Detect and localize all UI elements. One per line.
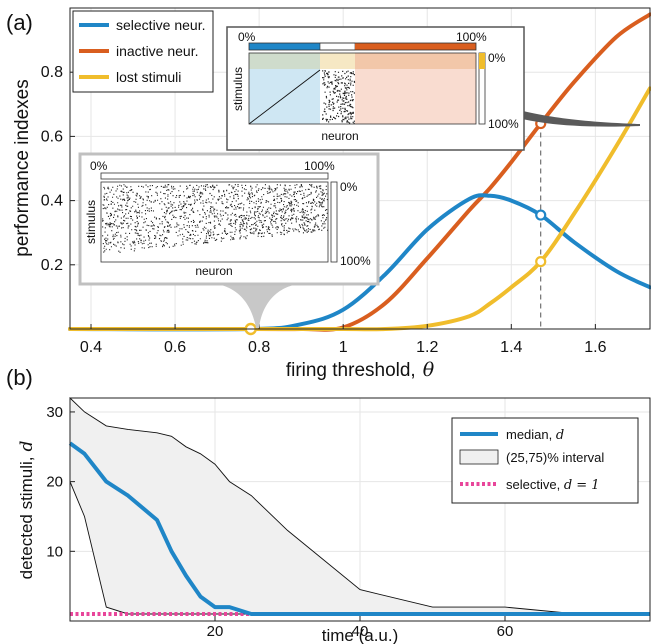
bottom-inset-side-top: 0% (340, 180, 358, 194)
top-inset-pct-start: 0% (238, 30, 256, 44)
panel-b-x-tick-label: 40 (352, 623, 369, 640)
legend-swatch-interval (459, 449, 499, 465)
top-inset-lost-bar (479, 53, 485, 69)
marker-selective (535, 209, 547, 221)
top-inset-inactive-bar (355, 43, 476, 50)
panel-a-legend: selective neur. inactive neur. lost stim… (72, 10, 214, 93)
panel-a-label: (a) (6, 10, 33, 35)
panel-a-y-tick-label: 0.2 (41, 257, 63, 274)
top-inset-dots (322, 70, 356, 124)
panel-a-x-axis-label: firing threshold, θ (286, 359, 435, 381)
panel-a-ticks: 0.4 0.6 0.8 1 1.2 1.4 1.6 0.2 0.4 0.6 0.8 (41, 64, 607, 356)
panel-a-x-tick-label: 1 (339, 339, 348, 356)
top-inset-selective-bar (249, 43, 320, 50)
legend-label-selective-dotted: selective, d = 1 (506, 477, 600, 493)
top-inset-ylabel: stimulus (231, 67, 245, 111)
panel-b-legend: median, d (25,75)% interval selective, d… (451, 417, 639, 504)
panel-b-y-axis-label: detected stimuli,d (17, 441, 37, 580)
legend-label-selective: selective neur. (116, 17, 206, 33)
legend-label-inactive: inactive neur. (116, 43, 199, 59)
top-inset-side-top: 0% (488, 51, 506, 65)
panel-b-y-tick-label: 10 (46, 543, 63, 560)
top-inset-pct-end: 100% (456, 30, 487, 44)
panel-b-ticks: 20 40 60 10 20 30 (46, 404, 513, 640)
panel-a-x-tick-label: 0.4 (80, 339, 102, 356)
bottom-inset-side-bar (330, 181, 338, 263)
panel-b-x-tick-label: 20 (207, 623, 224, 640)
panel-a-y-tick-label: 0.4 (41, 193, 63, 210)
panel-a-x-tick-label: 0.8 (248, 339, 270, 356)
bottom-inset: 0% 100% 0% 100% neuron stimulus (78, 152, 380, 286)
series-line-median (68, 441, 650, 616)
bottom-inset-callout (205, 283, 310, 328)
legend-label-lost: lost stimuli (116, 69, 181, 85)
bottom-inset-pct-end: 100% (304, 159, 335, 173)
panel-b-y-tick-label: 30 (46, 404, 63, 421)
bottom-inset-top-bar (100, 172, 329, 180)
bottom-inset-xlabel: neuron (195, 264, 232, 278)
panel-a-y-tick-label: 0.6 (41, 128, 63, 145)
panel-a-frame (69, 7, 651, 330)
panel-a-x-tick-label: 1.2 (416, 339, 438, 356)
legend-label-interval: (25,75)% interval (506, 450, 604, 465)
top-inset-gap-bar (319, 42, 356, 51)
bottom-inset-side-bottom: 100% (340, 254, 371, 268)
panel-b-y-tick-label: 20 (46, 474, 63, 491)
panel-a-x-tick-label: 1.6 (584, 339, 606, 356)
panel-b-curves (68, 396, 650, 617)
panel-b-x-tick-label: 60 (497, 623, 514, 640)
top-inset-side-bottom: 100% (488, 117, 519, 131)
panel-a-y-tick-label: 0.8 (41, 64, 63, 81)
legend-label-median: median, d (506, 427, 564, 443)
panel-a-x-tick-label: 1.4 (500, 339, 522, 356)
top-inset-xlabel: neuron (321, 129, 358, 143)
panel-b-label: (b) (6, 365, 33, 390)
panel-a-x-tick-label: 0.6 (164, 339, 186, 356)
bottom-inset-pct-start: 0% (90, 159, 108, 173)
top-inset: 0% 100% 0% 100% neuron stimulus (226, 26, 525, 151)
panel-a-y-axis-label: performance indexes (12, 79, 33, 256)
panel-b-x-axis-label: time (a.u.) (322, 626, 399, 644)
marker-lost (535, 255, 547, 268)
bottom-inset-ylabel: stimulus (84, 200, 98, 244)
